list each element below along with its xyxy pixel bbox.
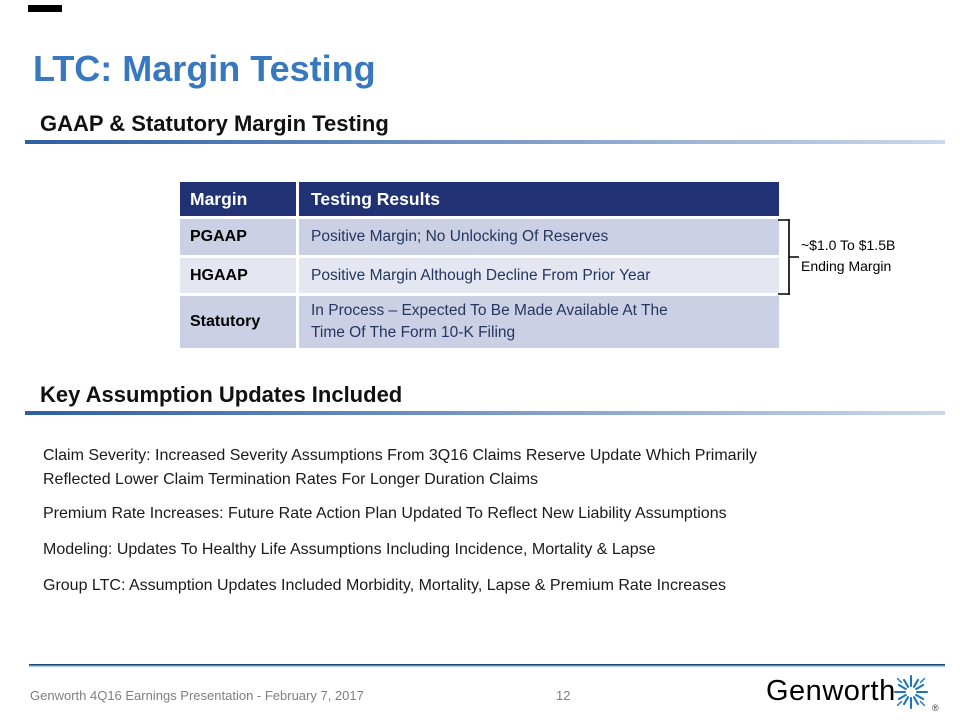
top-left-mark — [28, 5, 62, 12]
registered-trademark-symbol: ® — [932, 703, 939, 713]
ending-margin-annotation: ~$1.0 To $1.5B Ending Margin — [801, 235, 895, 277]
table-header-margin: Margin — [180, 182, 296, 216]
table-cell-result: In Process – Expected To Be Made Availab… — [299, 296, 779, 348]
margin-testing-table: Margin Testing Results PGAAP Positive Ma… — [180, 182, 779, 348]
bracket-icon — [777, 218, 801, 301]
footer-presentation-label: Genworth 4Q16 Earnings Presentation - Fe… — [30, 688, 364, 703]
genworth-logo: Genworth — [766, 671, 946, 717]
assumption-claim-severity: Claim Severity: Increased Severity Assum… — [43, 447, 758, 488]
section-heading-key-assumptions: Key Assumption Updates Included — [40, 382, 403, 407]
assumption-group-ltc: Group LTC: Assumption Updates Included M… — [43, 577, 726, 594]
genworth-logo-text: Genworth — [766, 675, 896, 707]
table-cell-margin: Statutory — [180, 296, 296, 348]
section-divider-1 — [25, 140, 945, 144]
table-row: PGAAP Positive Margin; No Unlocking Of R… — [180, 219, 779, 255]
ending-margin-line2: Ending Margin — [801, 258, 892, 274]
genworth-snowflake-icon — [890, 671, 932, 718]
ending-margin-line1: ~$1.0 To $1.5B — [801, 237, 896, 253]
table-header-testing-results: Testing Results — [299, 182, 779, 216]
section-heading-margin-testing: GAAP & Statutory Margin Testing — [40, 111, 389, 136]
table-row: HGAAP Positive Margin Although Decline F… — [180, 258, 779, 293]
assumption-premium-rate: Premium Rate Increases: Future Rate Acti… — [43, 505, 727, 522]
table-header-row: Margin Testing Results — [180, 182, 779, 216]
table-cell-result: Positive Margin Although Decline From Pr… — [299, 258, 779, 293]
table-cell-margin: HGAAP — [180, 258, 296, 293]
table-cell-result: Positive Margin; No Unlocking Of Reserve… — [299, 219, 779, 255]
table-row: Statutory In Process – Expected To Be Ma… — [180, 296, 779, 348]
table-cell-margin: PGAAP — [180, 219, 296, 255]
assumption-modeling: Modeling: Updates To Healthy Life Assump… — [43, 541, 656, 558]
section-divider-2 — [25, 411, 945, 415]
footer-divider — [29, 664, 945, 667]
slide-title: LTC: Margin Testing — [33, 48, 376, 89]
page-number: 12 — [556, 688, 571, 703]
